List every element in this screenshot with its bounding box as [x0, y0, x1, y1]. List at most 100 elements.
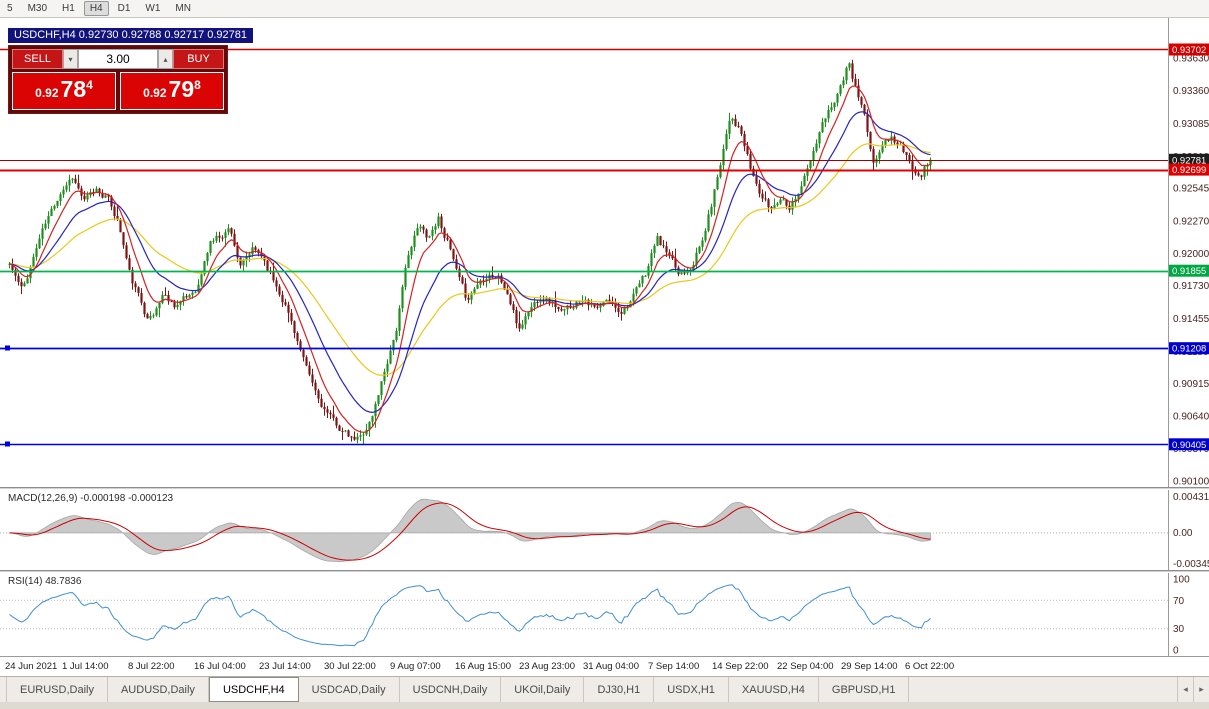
tab-scroll-left-icon[interactable]: ◂ [1177, 677, 1193, 702]
one-click-trading-panel: SELL ▾ ▴ BUY 0.92 78 4 0.92 79 8 [8, 45, 228, 114]
timeframe-button-D1[interactable]: D1 [117, 3, 131, 14]
tab-eurusd-daily[interactable]: EURUSD,Daily [6, 677, 108, 702]
timeframe-button-W1[interactable]: W1 [145, 3, 161, 14]
time-label: 29 Sep 14:00 [841, 661, 898, 672]
time-label: 1 Jul 14:00 [62, 661, 109, 672]
buy-button[interactable]: BUY [173, 49, 224, 69]
timeframe-button-MN[interactable]: MN [175, 3, 191, 14]
price-tick: 0.93630 [1173, 54, 1209, 65]
buy-price-display[interactable]: 0.92 79 8 [120, 72, 224, 110]
status-strip [0, 702, 1209, 709]
candles-up-wicks [9, 62, 931, 445]
lot-decrease-icon[interactable]: ▾ [63, 49, 78, 69]
lot-size-input[interactable] [78, 49, 158, 69]
chart-window: 0.936300.933600.930850.928100.925450.922… [0, 18, 1209, 676]
time-label: 23 Jul 14:00 [259, 661, 311, 672]
price-label-text: 0.90405 [1172, 440, 1206, 451]
tab-dj30-h1[interactable]: DJ30,H1 [584, 677, 655, 702]
hline-anchor-marker[interactable] [5, 441, 10, 447]
tab-usdchf-h4[interactable]: USDCHF,H4 [208, 677, 299, 702]
time-label: 6 Oct 22:00 [905, 661, 955, 672]
rsi-indicator-label: RSI(14) 48.7836 [8, 576, 82, 587]
trade-panel-prices: 0.92 78 4 0.92 79 8 [12, 72, 224, 110]
tab-scroll-right-icon[interactable]: ▸ [1193, 677, 1209, 702]
timeframe-button-M30[interactable]: M30 [27, 3, 48, 14]
candles-up-bodies [8, 63, 932, 440]
rsi-axis-tick: 30 [1173, 624, 1185, 635]
sell-price-whole: 0.92 [35, 86, 59, 100]
tab-usdcad-daily[interactable]: USDCAD,Daily [299, 677, 400, 702]
time-axis[interactable]: 24 Jun 2021 1 Jul 14:00 8 Jul 22:00 16 Jul … [0, 656, 1209, 676]
candles-down-wicks [12, 59, 922, 442]
macd-panel-canvas[interactable]: 0.00431 0.00 -0.00345 [0, 490, 1209, 570]
candles-down-bodies [11, 63, 923, 440]
timeframe-toolbar: 5 M30 H1 H4 D1 W1 MN [0, 0, 1209, 18]
timeframe-button-H4[interactable]: H4 [83, 1, 109, 16]
timeframe-button-H1[interactable]: H1 [62, 3, 75, 14]
macd-axis-tick: 0.00431 [1173, 492, 1209, 503]
rsi-axis-tick: 0 [1173, 646, 1179, 657]
price-tick: 0.92545 [1173, 184, 1209, 195]
time-label: 7 Sep 14:00 [648, 661, 700, 672]
moving-average-8 [9, 85, 931, 434]
price-label-text: 0.93702 [1172, 45, 1206, 56]
moving-average-20 [9, 111, 931, 414]
price-label-text: 0.91855 [1172, 266, 1206, 277]
price-label-box [1169, 438, 1209, 451]
rsi-line [9, 584, 931, 647]
sell-price-pips: 78 [60, 76, 87, 102]
macd-signal-line [9, 502, 931, 561]
tab-usdx-h1[interactable]: USDX,H1 [654, 677, 729, 702]
sell-price-display[interactable]: 0.92 78 4 [12, 72, 116, 110]
macd-histogram [9, 498, 931, 563]
price-tick: 0.93085 [1173, 119, 1209, 130]
price-label-box [1169, 163, 1209, 176]
tab-xauusd-h4[interactable]: XAUUSD,H4 [729, 677, 819, 702]
rsi-axis-tick: 70 [1173, 596, 1185, 607]
sell-price-fraction: 4 [86, 78, 93, 92]
time-label: 8 Jul 22:00 [128, 661, 175, 672]
time-label: 16 Jul 04:00 [194, 661, 246, 672]
lot-increase-icon[interactable]: ▴ [158, 49, 173, 69]
time-label: 9 Aug 07:00 [390, 661, 441, 672]
panel-splitter[interactable] [0, 570, 1209, 573]
time-label: 23 Aug 23:00 [519, 661, 575, 672]
timeframe-button-5[interactable]: 5 [7, 3, 13, 14]
time-label: 16 Aug 15:00 [455, 661, 511, 672]
chart-tab-bar: EURUSD,Daily AUDUSD,Daily USDCHF,H4 USDCAD,… [0, 676, 1209, 702]
tab-usdcnh-daily[interactable]: USDCNH,Daily [400, 677, 502, 702]
price-chart-canvas[interactable]: 0.936300.933600.930850.928100.925450.922… [0, 18, 1209, 487]
price-tick: 0.90100 [1173, 476, 1209, 487]
price-label-box [1169, 43, 1209, 56]
buy-price-pips: 79 [168, 76, 195, 102]
price-tick: 0.92270 [1173, 217, 1209, 228]
price-label-box [1169, 264, 1209, 277]
time-label: 14 Sep 22:00 [712, 661, 769, 672]
hline-anchor-marker[interactable] [5, 345, 10, 351]
trade-panel-controls: SELL ▾ ▴ BUY [12, 49, 224, 69]
panel-splitter[interactable] [0, 487, 1209, 490]
price-tick: 0.90640 [1173, 412, 1209, 423]
price-label-text: 0.92699 [1172, 165, 1206, 176]
price-tick: 0.91455 [1173, 314, 1209, 325]
price-tick: 0.90915 [1173, 379, 1209, 390]
rsi-panel-canvas[interactable]: 100 70 30 0 [0, 573, 1209, 656]
tab-ukoil-daily[interactable]: UKOil,Daily [501, 677, 585, 702]
price-label-box [1169, 153, 1209, 166]
tab-audusd-daily[interactable]: AUDUSD,Daily [108, 677, 209, 702]
tab-gbpusd-h1[interactable]: GBPUSD,H1 [819, 677, 910, 702]
buy-price-whole: 0.92 [143, 86, 167, 100]
price-label-text: 0.92781 [1172, 155, 1206, 166]
price-tick: 0.92000 [1173, 249, 1209, 260]
sell-button[interactable]: SELL [12, 49, 63, 69]
time-label: 31 Aug 04:00 [583, 661, 639, 672]
macd-indicator-label: MACD(12,26,9) -0.000198 -0.000123 [8, 493, 174, 504]
moving-average-44 [9, 143, 931, 376]
rsi-axis-tick: 100 [1173, 575, 1190, 586]
macd-axis-tick: 0.00 [1173, 528, 1193, 539]
buy-price-fraction: 8 [194, 78, 201, 92]
price-label-box [1169, 342, 1209, 355]
time-label: 22 Sep 04:00 [777, 661, 834, 672]
price-label-text: 0.91208 [1172, 344, 1206, 355]
